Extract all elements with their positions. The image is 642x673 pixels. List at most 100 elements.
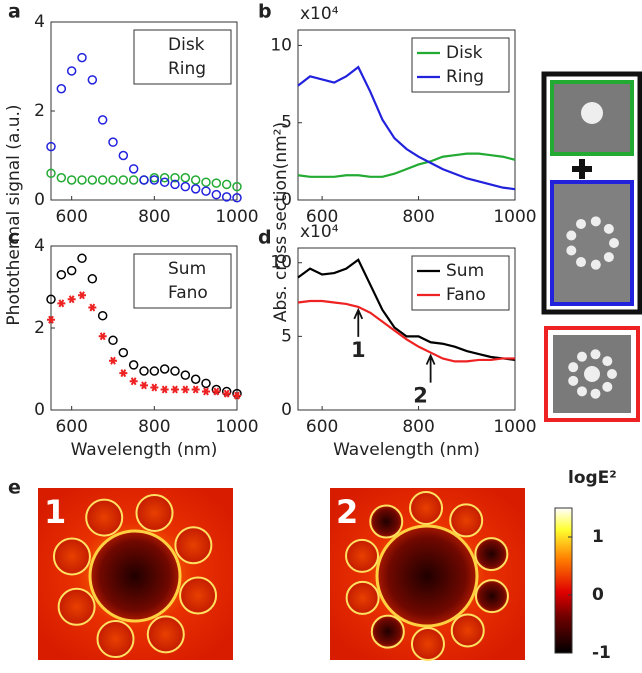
particle [607,369,617,379]
x-axis-label: Wavelength (nm) [333,440,480,460]
circle-marker [201,378,211,389]
plot-frame [297,247,516,411]
particle [590,349,601,360]
annotation-label: 1 [351,338,366,362]
plot-area [297,65,516,191]
field-core [375,524,479,628]
colorbar-tick-label: 0 [592,585,604,605]
particle [568,362,579,373]
field-particle [369,504,404,539]
circle-marker [97,115,108,125]
plot-area [297,258,516,363]
circle-marker [128,360,139,370]
star-marker [191,385,200,394]
particle [566,230,577,241]
x-tick-label: 600 [306,207,338,227]
circle-marker [180,181,191,192]
circle-marker [170,366,180,376]
x-tick-label: 600 [55,207,87,227]
line [297,299,515,363]
circle-marker [170,173,180,183]
circle-marker [87,274,98,284]
circle-marker [118,347,129,358]
circle-marker [128,164,139,174]
particle [576,218,586,229]
particle [590,388,601,399]
legend-box [411,37,510,93]
legend-label: Sum [446,261,484,281]
circle-marker [190,175,201,185]
star-marker [88,303,97,312]
colorbar-tick-label: -1 [592,643,611,663]
circle-marker [232,193,242,203]
circle-marker [108,335,118,346]
particle [590,216,601,227]
star-marker [233,391,241,400]
y-tick-label: 0 [281,190,292,210]
star-marker [212,387,221,396]
circle-marker [66,265,77,276]
circle-marker [56,269,67,280]
x-tick-label: 600 [306,417,338,437]
y-tick-label: 0 [281,400,292,420]
colorbar-title: logE² [568,468,617,488]
legend-label: Disk [168,35,205,55]
panel-label: b [258,1,272,23]
circle-marker [87,75,98,85]
particle [603,223,614,234]
field-particle [370,614,405,649]
circle-marker [221,192,232,202]
x-tick-label: 800 [138,207,170,227]
circle-marker [118,175,129,185]
star-marker [181,385,190,394]
colorbar-tick-label: 1 [592,527,604,547]
field-particle [409,491,444,526]
particle [577,351,587,362]
circle-marker [108,137,118,147]
y-tick-label: 0 [34,190,45,210]
schematic [541,71,642,422]
field-particle [174,526,213,565]
particle [602,356,613,367]
legend-label: Fano [168,283,208,303]
circle-marker [77,52,87,63]
star-marker [171,385,179,394]
particle [576,257,586,268]
y-tick-label: 10 [270,35,292,55]
line [297,65,516,191]
x-tick-label: 1000 [215,207,258,227]
star-marker [67,295,76,304]
x-tick-label: 1000 [215,417,258,437]
y-tick-label: 2 [34,101,45,121]
circle-marker [159,364,170,374]
field-particle [135,493,174,532]
field-particle [449,503,484,538]
circle-marker [66,175,77,185]
circle-marker [46,168,56,179]
circle-marker [66,66,77,76]
star-marker [47,315,55,324]
plot-frame [297,29,516,201]
particle [590,259,601,270]
circle-marker [149,366,160,376]
particle [577,386,587,397]
star-marker [129,377,138,386]
circle-marker [201,186,211,196]
y-tick-label: 5 [281,326,292,346]
panel-label: e [8,477,21,499]
x-tick-label: 800 [402,417,434,437]
circle-marker [97,175,108,185]
particle [566,245,577,256]
circle-marker [201,177,211,187]
circle-marker [232,181,242,192]
circle-marker [149,175,160,185]
line [297,258,516,362]
circle-marker [170,179,180,190]
legend-label: Ring [446,67,484,87]
circle-marker [180,173,191,183]
legend-box [133,253,232,309]
x-tick-label: 800 [402,207,434,227]
field-particle [410,626,445,661]
annotation-label: 2 [413,384,428,408]
